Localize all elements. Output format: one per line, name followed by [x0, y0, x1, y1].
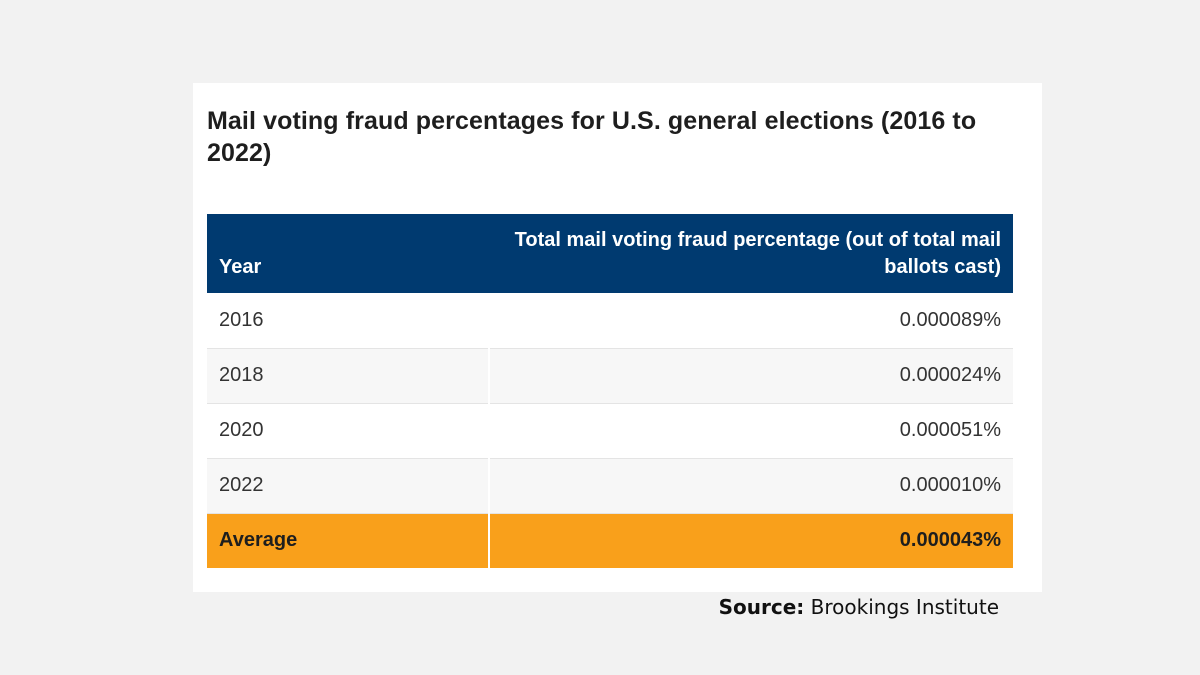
year-cell: 2016 [207, 293, 489, 349]
table-row: 2022 0.000010% [207, 458, 1013, 514]
average-label: Average [207, 513, 490, 568]
column-header-percentage: Total mail voting fraud percentage (out … [489, 214, 1013, 293]
percentage-cell: 0.000051% [489, 403, 1013, 459]
percentage-cell: 0.000024% [489, 348, 1013, 404]
percentage-cell: 0.000089% [489, 293, 1013, 349]
table-row: 2020 0.000051% [207, 403, 1013, 459]
source-label: Source: [718, 595, 805, 619]
table-card: Mail voting fraud percentages for U.S. g… [193, 83, 1042, 592]
source-text: Brookings Institute [810, 595, 999, 619]
fraud-table: Year Total mail voting fraud percentage … [207, 214, 1013, 568]
average-value: 0.000043% [489, 513, 1013, 568]
year-cell: 2022 [207, 458, 490, 514]
percentage-cell: 0.000010% [489, 458, 1013, 514]
year-cell: 2018 [207, 348, 490, 404]
average-row: Average 0.000043% [207, 513, 1013, 568]
table-row: 2016 0.000089% [207, 293, 1013, 349]
source-credit: Source: Brookings Institute [719, 594, 999, 620]
table-row: 2018 0.000024% [207, 348, 1013, 404]
table-header-row: Year Total mail voting fraud percentage … [207, 214, 1013, 293]
chart-title: Mail voting fraud percentages for U.S. g… [207, 107, 977, 167]
column-header-year: Year [207, 214, 489, 293]
year-cell: 2020 [207, 403, 489, 459]
